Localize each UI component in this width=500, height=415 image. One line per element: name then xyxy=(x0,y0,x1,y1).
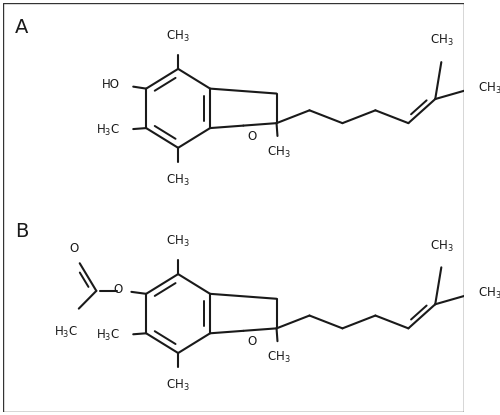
Text: A: A xyxy=(15,17,28,37)
Text: CH$_3$: CH$_3$ xyxy=(478,286,500,301)
Text: H$_3$C: H$_3$C xyxy=(96,122,120,138)
Text: CH$_3$: CH$_3$ xyxy=(268,145,291,160)
Text: CH$_3$: CH$_3$ xyxy=(166,173,190,188)
Text: CH$_3$: CH$_3$ xyxy=(430,239,454,254)
Bar xyxy=(3,3,464,412)
Text: O: O xyxy=(248,335,256,348)
Text: H$_3$C: H$_3$C xyxy=(96,328,120,343)
Text: H$_3$C: H$_3$C xyxy=(54,325,78,339)
Text: O: O xyxy=(248,129,256,143)
Text: B: B xyxy=(15,222,28,241)
Text: HO: HO xyxy=(102,78,120,91)
Text: CH$_3$: CH$_3$ xyxy=(478,81,500,96)
Text: O: O xyxy=(70,242,79,255)
Text: CH$_3$: CH$_3$ xyxy=(166,378,190,393)
Text: CH$_3$: CH$_3$ xyxy=(166,29,190,44)
Text: O: O xyxy=(113,283,122,296)
Text: CH$_3$: CH$_3$ xyxy=(430,33,454,48)
Text: CH$_3$: CH$_3$ xyxy=(268,350,291,365)
Text: CH$_3$: CH$_3$ xyxy=(166,234,190,249)
